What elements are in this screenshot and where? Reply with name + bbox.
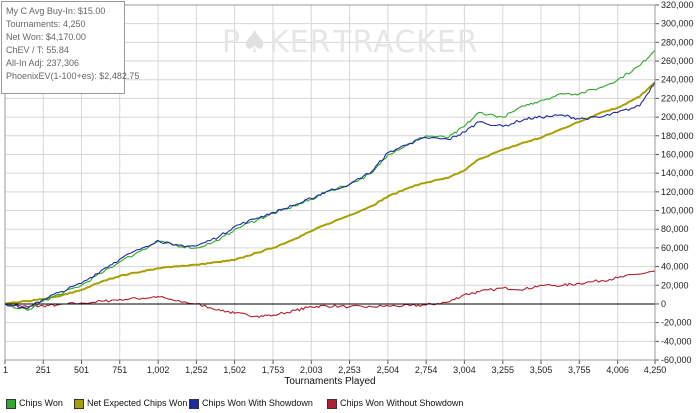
- x-tick-label: 2,504: [377, 365, 400, 375]
- x-tick-label: 501: [74, 365, 89, 375]
- x-tick-label: 3,004: [453, 365, 476, 375]
- y-tick-label: -20,000: [661, 318, 692, 328]
- x-tick-label: 3,505: [530, 365, 553, 375]
- x-tick-label: 2,003: [300, 365, 323, 375]
- x-tick-label: 251: [36, 365, 51, 375]
- y-tick-label: -40,000: [661, 336, 692, 346]
- y-tick-label: -60,000: [661, 355, 692, 365]
- x-tick-label: 2,253: [338, 365, 361, 375]
- legend: Chips Won Net Expected Chips Won Chips W…: [0, 393, 700, 413]
- x-tick-label: 3,255: [492, 365, 515, 375]
- watermark-part1: P: [222, 25, 241, 60]
- series-line-chips-won-without-showdown: [4, 270, 656, 318]
- legend-label-with-showdown: Chips Won With Showdown: [202, 398, 313, 408]
- y-tick-label: 80,000: [661, 224, 689, 234]
- x-axis-title: Tournaments Played: [284, 376, 375, 387]
- stat-chev-t: ChEV / T: 55.84: [6, 44, 69, 55]
- stats-box: My C Avg Buy-In: $15.00 Tournaments: 4,2…: [1, 1, 140, 94]
- x-tick-label: 1,252: [185, 365, 208, 375]
- y-tick-label: 120,000: [661, 187, 694, 197]
- x-tick-label: 2,754: [415, 365, 438, 375]
- legend-swatch-without-showdown: [327, 399, 337, 409]
- x-tick-label: 751: [112, 365, 127, 375]
- stat-phoenix-ev: PhoenixEV(1-100+es): $2,482.75: [6, 70, 140, 81]
- y-tick-label: 100,000: [661, 206, 694, 216]
- stat-allin-adj: All-In Adj: 237,306: [6, 57, 80, 68]
- series-line-net-expected-chips-won: [4, 81, 656, 305]
- watermark-spade-icon: ♠: [241, 25, 269, 60]
- watermark-part2: KER: [269, 25, 330, 60]
- watermark: P♠KER TRACKER: [222, 25, 479, 60]
- legend-swatch-chips-won: [6, 399, 16, 409]
- y-tick-label: 0: [661, 299, 666, 309]
- y-tick-label: 280,000: [661, 37, 694, 47]
- x-tick-label: 1,002: [147, 365, 170, 375]
- y-tick-label: 220,000: [661, 93, 694, 103]
- y-tick-label: 240,000: [661, 75, 694, 85]
- y-tick-label: 20,000: [661, 280, 689, 290]
- x-tick-label: 4,006: [606, 365, 629, 375]
- y-tick-label: 300,000: [661, 19, 694, 29]
- series-layer: [4, 49, 656, 318]
- x-tick-label: 1: [3, 365, 8, 375]
- y-tick-label: 140,000: [661, 168, 694, 178]
- legend-swatch-with-showdown: [189, 399, 199, 409]
- series-line-chips-won-with-showdown: [4, 81, 656, 310]
- plot-border: [4, 4, 656, 361]
- y-tick-label: 60,000: [661, 243, 689, 253]
- y-tick-label: 260,000: [661, 56, 694, 66]
- x-tick-label: 1,753: [262, 365, 285, 375]
- x-tick-label: 1,502: [223, 365, 246, 375]
- legend-label-chips-won: Chips Won: [19, 398, 63, 408]
- legend-swatch-net-expected: [74, 399, 84, 409]
- watermark-part3: TRACKER: [332, 25, 478, 60]
- x-tick-label: 4,250: [644, 365, 667, 375]
- y-tick-label: 40,000: [661, 262, 689, 272]
- y-tick-label: 160,000: [661, 149, 694, 159]
- stat-avg-buyin: My C Avg Buy-In: $15.00: [6, 6, 106, 16]
- axis-layer: -60,000 -40,000 -20,000 0 20,000 40,000 60,000…: [3, 0, 694, 375]
- x-tick-label: 3,755: [568, 365, 591, 375]
- y-tick-label: 200,000: [661, 112, 694, 122]
- stat-net-won: Net Won: $4,170.00: [6, 31, 86, 42]
- y-tick-label: 320,000: [661, 0, 694, 10]
- stat-tournaments: Tournaments: 4,250: [6, 18, 86, 29]
- legend-label-without-showdown: Chips Won Without Showdown: [340, 398, 464, 408]
- y-tick-label: 180,000: [661, 131, 694, 141]
- legend-label-net-expected: Net Expected Chips Won: [87, 398, 188, 408]
